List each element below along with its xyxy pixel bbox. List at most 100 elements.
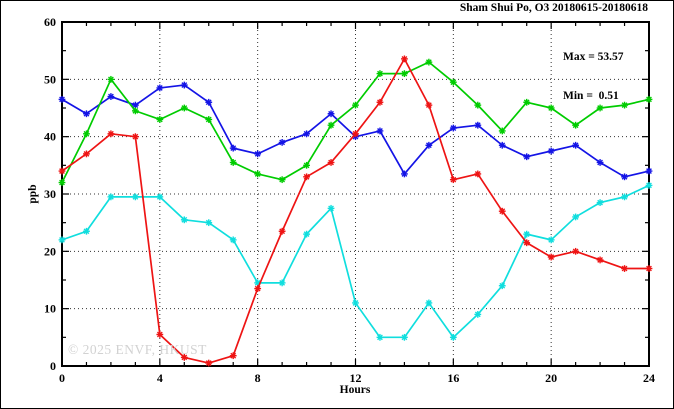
series-red-marker: [523, 239, 530, 246]
y-tick-label: 40: [44, 130, 56, 144]
series-blue-marker: [205, 99, 212, 106]
x-tick-label: 16: [447, 371, 459, 385]
y-tick-label: 0: [50, 359, 56, 373]
min-value: Min = 0.51: [563, 90, 619, 102]
x-axis-label: Hours: [339, 384, 371, 396]
series-red-marker: [279, 228, 286, 235]
series-red-marker: [108, 130, 114, 137]
series-cyan-marker: [181, 216, 188, 223]
series-blue-marker: [621, 173, 628, 180]
series-blue-marker: [450, 125, 457, 131]
series-red-marker: [352, 130, 359, 137]
series-blue-marker: [279, 139, 286, 146]
y-tick-label: 50: [44, 72, 56, 86]
series-red-marker: [230, 352, 237, 359]
series-cyan-marker: [328, 205, 334, 212]
y-tick-label: 20: [44, 244, 56, 258]
series-blue-marker: [401, 171, 408, 177]
series-cyan-marker: [352, 300, 359, 306]
series-cyan-marker: [156, 193, 163, 200]
series-blue-marker: [181, 82, 188, 88]
series-green-marker: [181, 105, 188, 111]
series-red-marker: [621, 265, 628, 272]
series-cyan-marker: [279, 279, 286, 286]
series-blue-marker: [59, 96, 65, 103]
series-cyan-marker: [401, 334, 408, 341]
series-blue-marker: [572, 142, 579, 149]
series-red-marker: [132, 133, 139, 140]
y-axis-label: ppb: [27, 184, 39, 204]
series-blue-marker: [523, 153, 530, 160]
series-cyan-marker: [450, 334, 457, 341]
series-green-marker: [230, 159, 237, 166]
series-blue-marker: [254, 150, 261, 157]
series-green-marker: [205, 116, 212, 123]
series-cyan-marker: [621, 193, 628, 200]
series-red-marker: [181, 354, 188, 361]
x-tick-label: 24: [643, 371, 655, 385]
series-cyan-marker: [474, 311, 481, 318]
x-tick-label: 0: [59, 371, 65, 385]
series-green-marker: [303, 162, 310, 169]
series-red-marker: [474, 171, 481, 177]
series-green-marker: [254, 171, 261, 177]
series-red-marker: [83, 150, 90, 157]
plot-frame: [61, 21, 650, 367]
watermark: © 2025 ENVF, HKUST: [68, 342, 207, 357]
series-blue-marker: [499, 142, 506, 149]
y-tick-label: 10: [44, 302, 56, 316]
x-tick-label: 12: [350, 371, 362, 385]
series-green-marker: [646, 96, 652, 103]
series-cyan-marker: [230, 236, 237, 243]
series-blue-marker: [132, 102, 139, 109]
x-tick-label: 20: [545, 371, 557, 385]
series-green-marker: [548, 105, 555, 111]
series-blue-marker: [377, 128, 383, 134]
series-blue-marker: [328, 110, 334, 117]
series-cyan-marker: [425, 300, 432, 306]
series-red-marker: [377, 99, 383, 106]
series-red-marker: [59, 168, 65, 174]
series-red-marker: [425, 102, 432, 109]
x-tick-label: 4: [157, 371, 163, 385]
series-red-marker: [156, 331, 163, 338]
series-cyan-marker: [523, 231, 530, 238]
series-green-marker: [425, 59, 432, 66]
x-tick-label: 8: [255, 371, 261, 385]
series-green-marker: [572, 122, 579, 129]
series-blue-marker: [646, 168, 652, 174]
series-cyan-marker: [303, 231, 310, 238]
series-cyan-marker: [83, 228, 90, 235]
series-green-marker: [156, 116, 163, 123]
series-cyan-marker: [572, 214, 579, 220]
series-cyan-marker: [377, 334, 383, 341]
series-red-marker: [254, 285, 261, 292]
series-blue-marker: [303, 130, 310, 137]
series-cyan-marker: [59, 236, 65, 243]
y-tick-label: 30: [44, 187, 56, 201]
series-green-marker: [450, 79, 457, 86]
max-value: Max = 53.57: [563, 51, 624, 63]
series-red-marker: [450, 176, 457, 183]
series-green-marker: [83, 130, 90, 137]
series-green-marker: [499, 128, 506, 134]
chart-title: Sham Shui Po, O3 20180615-20180618: [459, 2, 648, 14]
y-tick-label: 60: [44, 15, 56, 29]
series-green-marker: [108, 76, 114, 83]
series-green-marker: [352, 102, 359, 109]
series-blue-marker: [474, 122, 481, 129]
series-blue-marker: [548, 148, 555, 154]
series-red-marker: [499, 208, 506, 215]
series-blue-marker: [83, 110, 90, 117]
series-cyan-marker: [646, 182, 652, 189]
series-green-marker: [474, 102, 481, 109]
series-green-marker: [377, 70, 383, 77]
series-red-marker: [401, 55, 408, 62]
series-green-marker: [279, 176, 286, 183]
series-red-marker: [548, 254, 555, 260]
series-red-marker: [205, 360, 212, 366]
series-green-marker: [523, 99, 530, 106]
series-red-marker: [328, 159, 334, 166]
